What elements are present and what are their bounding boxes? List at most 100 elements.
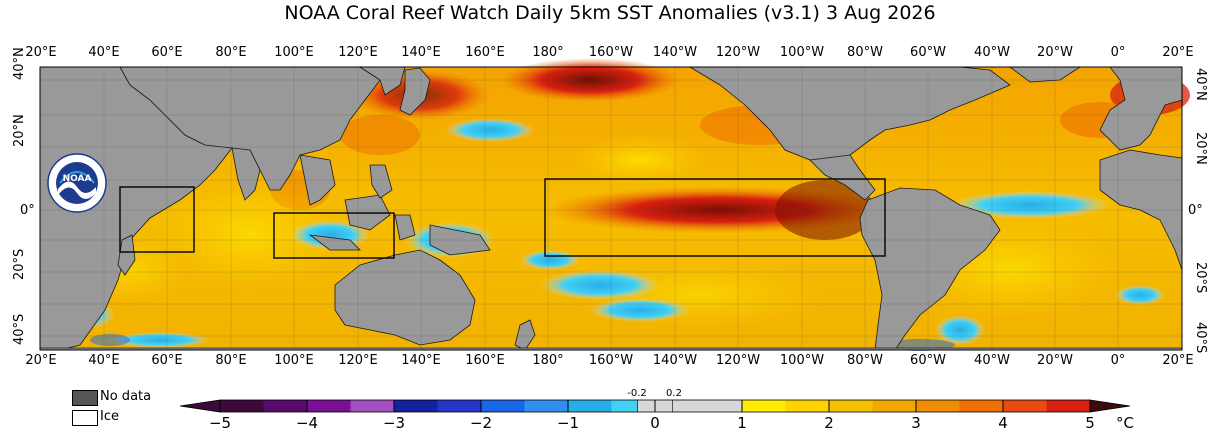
lon-label-top: 40°W — [974, 45, 1010, 60]
colorbar-segment — [263, 400, 307, 412]
colorbar-high-arrow — [1089, 399, 1130, 413]
land-masses — [39, 66, 1183, 351]
svg-text:NOAA: NOAA — [63, 174, 92, 184]
lon-label-bottom: 160°W — [588, 353, 634, 368]
lon-label-bottom: 160°E — [465, 353, 505, 368]
lon-label-bottom: 40°W — [974, 353, 1010, 368]
lat-label-right: 40°N — [1193, 68, 1208, 101]
colorbar-tick-label: 3 — [911, 414, 921, 432]
new-guinea-land — [429, 224, 491, 256]
southeast-asia-land — [299, 154, 336, 206]
lon-label-top: 140°E — [401, 45, 441, 60]
lon-label-bottom: 140°W — [652, 353, 698, 368]
lat-label-left: 0° — [20, 203, 35, 218]
lon-label-top: 100°E — [274, 45, 314, 60]
lon-label-bottom: 140°E — [401, 353, 441, 368]
colorbar-segment — [785, 400, 829, 412]
colorbar-segment — [959, 400, 1003, 412]
java-land — [308, 234, 361, 251]
lat-label-right: 20°N — [1193, 132, 1208, 165]
colorbar-segment — [524, 400, 568, 412]
colorbar-tick-label: 2 — [824, 414, 834, 432]
sst-anomaly-map: NOAA 20°E 40°E 60°E 80°E 100°E 120°E 140… — [0, 40, 1220, 370]
lon-label-bottom: 80°W — [847, 353, 883, 368]
map-title: NOAA Coral Reef Watch Daily 5km SST Anom… — [284, 2, 936, 24]
lon-label-top: 120°W — [715, 45, 761, 60]
lon-label-bottom: 0° — [1110, 353, 1126, 368]
colorbar-segment — [1046, 400, 1090, 412]
lat-label-left: 40°N — [12, 47, 27, 80]
lon-label-bottom: 100°E — [274, 353, 314, 368]
colorbar-segment — [437, 400, 481, 412]
lon-label-top: 160°E — [465, 45, 505, 60]
japan-land — [399, 67, 431, 116]
lon-label-bottom: 20°E — [25, 353, 57, 368]
colorbar-small-label: 0.2 — [666, 388, 682, 399]
colorbar-segment — [220, 400, 264, 412]
philippines-land — [369, 164, 393, 199]
no-data-label: No data — [100, 389, 152, 404]
new-zealand-land — [514, 319, 536, 351]
colorbar-tick-label: −5 — [208, 414, 232, 432]
lon-label-top: 40°E — [88, 45, 120, 60]
central-america-land — [809, 154, 876, 201]
ice-label: Ice — [100, 409, 119, 424]
colorbar-tick-label: −3 — [382, 414, 406, 432]
lon-label-top: 60°W — [910, 45, 946, 60]
colorbar-segment — [307, 400, 351, 412]
lon-label-top: 140°W — [652, 45, 698, 60]
nino-34-box — [544, 178, 886, 257]
colorbar-tick-label: −1 — [556, 414, 580, 432]
lon-label-bottom: 60°W — [910, 353, 946, 368]
colorbar-tick-label: 4 — [998, 414, 1008, 432]
madagascar-land — [117, 234, 136, 276]
colorbar-segment — [481, 400, 525, 412]
lon-label-bottom: 60°E — [151, 353, 183, 368]
cool-anomaly-north-pacific — [445, 118, 535, 142]
colorbar-segment — [916, 400, 960, 412]
lon-label-bottom: 40°E — [88, 353, 120, 368]
lon-label-top: 180° — [532, 45, 564, 60]
colorbar-small-label: -0.2 — [627, 388, 647, 399]
no-data-swatch — [72, 390, 98, 406]
lon-label-top: 120°E — [338, 45, 378, 60]
colorbar-segment — [742, 400, 786, 412]
colorbar-segment — [1003, 400, 1047, 412]
india-land — [231, 147, 261, 201]
lon-label-top: 160°W — [588, 45, 634, 60]
south-america-land — [859, 187, 1001, 351]
sulawesi-land — [394, 214, 416, 241]
lon-label-top: 80°E — [215, 45, 247, 60]
north-pacific-warm-anomaly — [500, 58, 680, 102]
colorbar-tick-label: −2 — [469, 414, 493, 432]
lon-label-bottom: 180° — [532, 353, 564, 368]
lat-label-right: 0° — [1188, 203, 1203, 218]
indonesian-seas-box — [273, 212, 395, 259]
graticule — [40, 67, 1182, 350]
lat-label-left: 20°N — [12, 114, 27, 147]
lon-label-top: 100°W — [779, 45, 825, 60]
lon-label-top: 20°E — [25, 45, 57, 60]
western-indian-ocean-box — [119, 186, 195, 253]
colorbar-segment — [394, 400, 438, 412]
lon-label-top: 80°W — [847, 45, 883, 60]
lat-label-left: 20°S — [12, 248, 27, 280]
lon-label-bottom: 120°E — [338, 353, 378, 368]
colorbar-tick-label: 5 — [1085, 414, 1095, 432]
map-frame — [39, 66, 1183, 351]
north-america-land — [688, 66, 1011, 166]
map-canvas — [39, 58, 1190, 351]
lon-label-bottom: 100°W — [779, 353, 825, 368]
colorbar — [179, 399, 1130, 413]
lon-label-top: 20°W — [1037, 45, 1073, 60]
colorbar-segment — [829, 400, 873, 412]
lat-label-right: 40°S — [1193, 322, 1208, 354]
colorbar-segment — [872, 400, 916, 412]
lon-label-bottom: 20°W — [1037, 353, 1073, 368]
lat-label-right: 20°S — [1193, 262, 1208, 294]
lon-label-top: 0° — [1110, 45, 1126, 60]
colorbar-tick-label: 1 — [737, 414, 747, 432]
colorbar-segment — [698, 400, 742, 412]
asia-land — [119, 66, 381, 191]
noaa-logo-icon: NOAA — [47, 153, 107, 213]
